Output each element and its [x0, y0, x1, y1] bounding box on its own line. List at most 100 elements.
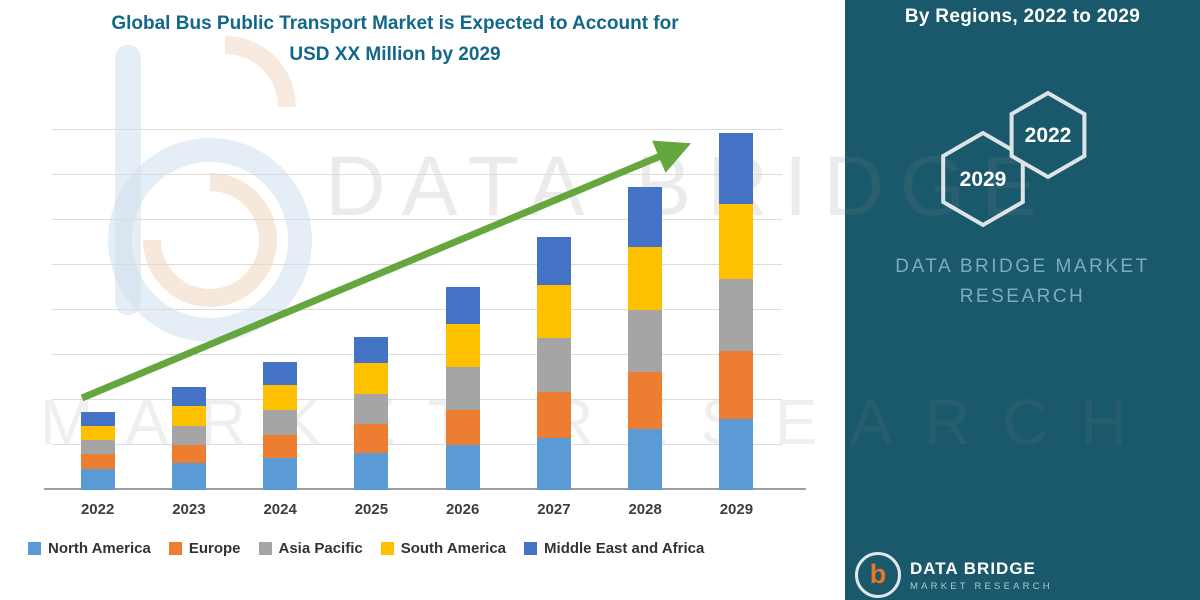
segment-north-america-2023 — [171, 463, 206, 490]
sidebar-content: By Regions, 2022 to 2029 2029 2022 DATA … — [845, 0, 1200, 600]
data-bridge-logo-icon: b — [855, 552, 901, 598]
legend-item-asia-pacific: Asia Pacific — [258, 540, 363, 557]
legend-label: Europe — [188, 540, 241, 557]
segment-middle-east-and-africa-2022 — [80, 411, 115, 426]
segment-north-america-2025 — [354, 452, 389, 490]
segment-asia-pacific-2023 — [171, 425, 206, 446]
segment-south-america-2027 — [536, 284, 571, 339]
segment-middle-east-and-africa-2028 — [628, 186, 663, 248]
bar-slot-2027 — [508, 115, 599, 490]
segment-north-america-2022 — [80, 468, 115, 490]
segment-south-america-2029 — [719, 204, 754, 280]
legend: North America Europe Asia Pacific South Ame… — [28, 540, 704, 557]
segment-europe-2026 — [445, 409, 480, 446]
year-hexagons: 2029 2022 — [941, 90, 1087, 228]
stacked-bar-2027 — [536, 236, 571, 490]
legend-item-south-america: South America — [380, 540, 507, 557]
segment-middle-east-and-africa-2029 — [719, 133, 754, 205]
x-label-2027: 2027 — [537, 501, 571, 518]
segment-north-america-2026 — [445, 445, 480, 490]
stacked-bar-2024 — [263, 361, 298, 490]
legend-swatch — [524, 542, 538, 555]
segment-south-america-2026 — [445, 324, 480, 367]
segment-middle-east-and-africa-2027 — [536, 236, 571, 285]
segment-asia-pacific-2028 — [628, 309, 663, 373]
chart-title-line2: USD XX Million by 2029 — [289, 44, 501, 65]
segment-north-america-2029 — [719, 418, 754, 490]
legend-label: Asia Pacific — [278, 540, 363, 557]
x-label-2024: 2024 — [263, 501, 297, 518]
sidebar-brand-line1: DATA BRIDGE MARKET — [895, 256, 1150, 277]
stacked-bar-2028 — [628, 186, 663, 490]
legend-swatch — [258, 542, 272, 555]
hexagon-2022-label: 2022 — [1025, 124, 1072, 147]
legend-item-middle-east-and-africa: Middle East and Africa — [524, 540, 704, 557]
segment-middle-east-and-africa-2025 — [354, 336, 389, 364]
sidebar-panel — [845, 0, 1200, 600]
footer-brand-text: DATA BRIDGE MARKET RESEARCH — [910, 559, 1053, 592]
segment-middle-east-and-africa-2023 — [171, 386, 206, 407]
segment-europe-2027 — [536, 391, 571, 439]
legend-label: North America — [48, 540, 151, 557]
segment-europe-2024 — [263, 434, 298, 458]
legend-item-north-america: North America — [28, 540, 151, 557]
chart-title: Global Bus Public Transport Market is Ex… — [0, 8, 790, 70]
chart-title-line1: Global Bus Public Transport Market is Ex… — [111, 13, 679, 34]
segment-south-america-2028 — [628, 247, 663, 310]
segment-asia-pacific-2022 — [80, 440, 115, 455]
x-label-2029: 2029 — [719, 501, 754, 518]
segment-asia-pacific-2027 — [536, 338, 571, 392]
x-label-2028: 2028 — [628, 501, 662, 518]
segment-north-america-2027 — [536, 438, 571, 490]
segment-europe-2028 — [628, 372, 663, 430]
segment-north-america-2028 — [628, 429, 663, 490]
stacked-bar-2029 — [719, 133, 754, 490]
segment-asia-pacific-2024 — [263, 409, 298, 435]
segment-europe-2025 — [354, 423, 389, 453]
stacked-bar-2026 — [445, 286, 480, 490]
bar-slot-2024 — [235, 115, 326, 490]
footer-logo-row: b DATA BRIDGE MARKET RESEARCH — [855, 552, 1053, 598]
footer-brand-line2: MARKET RESEARCH — [910, 580, 1053, 592]
segment-south-america-2023 — [171, 406, 206, 426]
bar-slot-2028 — [600, 115, 691, 490]
segment-south-america-2024 — [263, 384, 298, 410]
stacked-bar-2025 — [354, 336, 389, 490]
segment-asia-pacific-2025 — [354, 393, 389, 424]
legend-swatch — [168, 542, 182, 555]
legend-label: South America — [400, 540, 507, 557]
x-label-2026: 2026 — [445, 501, 480, 518]
sidebar-brand: DATA BRIDGE MARKET RESEARCH — [845, 252, 1200, 312]
sidebar-brand-line2: RESEARCH — [959, 286, 1086, 307]
segment-south-america-2022 — [80, 425, 115, 441]
x-label-2025: 2025 — [354, 501, 389, 518]
bars-container — [52, 115, 782, 490]
plot-area: 2022 2023 2024 2025 2026 2027 2028 2029 — [44, 115, 806, 518]
segment-north-america-2024 — [263, 457, 298, 490]
bar-slot-2025 — [326, 115, 417, 490]
stacked-bar-2022 — [80, 411, 115, 490]
x-label-2022: 2022 — [80, 501, 115, 518]
x-axis-labels: 2022 2023 2024 2025 2026 2027 2028 2029 — [52, 501, 782, 518]
bar-slot-2029 — [691, 115, 782, 490]
legend-label: Middle East and Africa — [544, 540, 705, 557]
hexagon-2022 — [1009, 90, 1087, 180]
segment-asia-pacific-2026 — [445, 366, 480, 410]
gridline — [52, 129, 782, 130]
bar-slot-2022 — [52, 115, 143, 490]
bar-slot-2023 — [143, 115, 234, 490]
segment-europe-2022 — [80, 454, 115, 469]
bar-slot-2026 — [417, 115, 508, 490]
sidebar-heading: By Regions, 2022 to 2029 — [904, 6, 1141, 27]
segment-middle-east-and-africa-2024 — [263, 361, 298, 385]
x-label-2023: 2023 — [172, 501, 206, 518]
footer-brand-line1: DATA BRIDGE — [910, 558, 1036, 578]
segment-europe-2029 — [719, 350, 754, 419]
legend-swatch — [28, 542, 41, 555]
segment-middle-east-and-africa-2026 — [445, 286, 480, 325]
hexagon-2029-label: 2029 — [960, 168, 1007, 191]
segment-asia-pacific-2029 — [719, 279, 754, 351]
segment-europe-2023 — [171, 445, 206, 464]
stacked-bar-2023 — [171, 386, 206, 490]
